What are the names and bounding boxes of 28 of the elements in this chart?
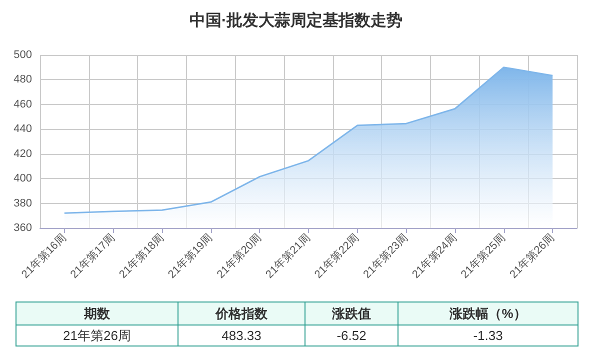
y-tick-label: 460 (14, 98, 32, 110)
y-tick-label: 380 (14, 197, 32, 210)
y-tick-label: 360 (14, 222, 32, 234)
x-tick-label: 21年第25周 (458, 232, 508, 281)
x-tick-label: 21年第21周 (264, 232, 313, 281)
chart-title: 中国·批发大蒜周定基指数走势 (189, 12, 403, 30)
text: 21年第26周 (63, 328, 131, 343)
x-tick-label: 21年第20周 (214, 232, 264, 281)
text: -1.33 (473, 328, 503, 343)
y-tick-label: 500 (14, 49, 32, 61)
x-tick-label: 21年第19周 (166, 232, 216, 281)
y-tick-label: 480 (14, 74, 32, 86)
text: 涨跌值 (331, 306, 371, 321)
text: 价格指数 (214, 306, 268, 321)
y-tick-label: 420 (14, 148, 32, 160)
x-tick-label: 21年第16周 (20, 232, 69, 281)
y-tick-label: 440 (14, 123, 32, 136)
x-tick-label: 21年第22周 (312, 232, 362, 281)
text: 期数 (83, 306, 111, 321)
x-tick-label: 21年第26周 (508, 232, 557, 281)
text: 涨跌幅（%） (448, 306, 526, 321)
text: 483.33 (222, 328, 262, 343)
x-tick-label: 21年第17周 (68, 232, 118, 281)
y-tick-label: 400 (14, 172, 32, 185)
x-tick-label: 21年第24周 (410, 232, 460, 281)
text: -6.52 (336, 328, 366, 343)
x-tick-label: 21年第23周 (361, 232, 410, 281)
x-tick-label: 21年第18周 (117, 232, 166, 281)
